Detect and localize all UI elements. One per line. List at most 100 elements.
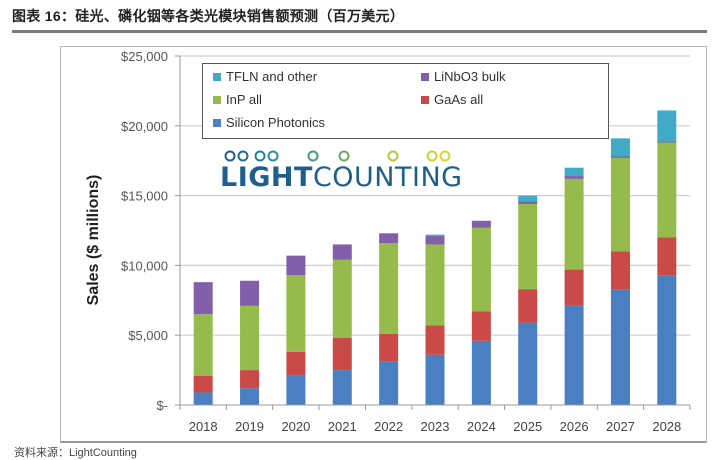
title-divider <box>12 30 707 33</box>
x-tick-label: 2018 <box>189 419 218 434</box>
y-tick-label: $15,000 <box>121 189 168 204</box>
bar-segment-silicon-photonics <box>518 322 538 405</box>
bar-segment-gaas-all <box>286 351 306 376</box>
bar-segment-tfln-and-other <box>657 110 677 142</box>
legend-swatch <box>213 95 221 104</box>
bar-segment-tfln-and-other <box>425 234 445 237</box>
legend-label: TFLN and other <box>226 69 318 84</box>
legend-item-tfln: TFLN and other <box>213 69 317 84</box>
y-tick-label: $5,000 <box>128 328 168 343</box>
bar-segment-silicon-photonics <box>332 370 352 405</box>
bar-segment-silicon-photonics <box>657 275 677 405</box>
tick-labels: $- $5,000 $10,000 $15,000 $20,000 $25,000 2018… <box>121 49 681 434</box>
bar-segment-gaas-all <box>518 289 538 323</box>
lightcounting-logo: LIGHTCOUNTING <box>220 162 463 193</box>
logo-dot <box>307 150 319 162</box>
bar-segment-tfln-and-other <box>518 195 538 202</box>
logo-dot <box>237 150 249 162</box>
x-tick-label: 2026 <box>560 419 589 434</box>
source-note: 资料来源：LightCounting <box>14 447 137 459</box>
logo-dot <box>426 150 438 162</box>
bar-segment-linbo3-bulk <box>657 141 677 143</box>
legend-label: InP all <box>226 92 262 107</box>
bar-segment-silicon-photonics <box>193 392 213 405</box>
bar-segment-silicon-photonics <box>240 388 260 405</box>
bar-segment-inp-all <box>610 157 630 252</box>
bar-segment-gaas-all <box>193 375 213 393</box>
bar-segment-linbo3-bulk <box>379 233 399 244</box>
bar-segment-linbo3-bulk <box>286 255 306 276</box>
x-tick-label: 2027 <box>606 419 635 434</box>
y-tick-label: $- <box>156 398 168 413</box>
bar-segment-inp-all <box>425 244 445 326</box>
bar-segment-silicon-photonics <box>286 375 306 405</box>
y-axis-label: Sales ($ millions) <box>85 175 102 306</box>
x-tick-label: 2023 <box>421 419 450 434</box>
bar-segment-linbo3-bulk <box>425 236 445 245</box>
bar-segment-gaas-all <box>657 237 677 276</box>
logo-regular: COUNTING <box>312 162 463 193</box>
bar-segment-inp-all <box>379 243 399 334</box>
bar-segment-inp-all <box>286 275 306 352</box>
bar-segment-linbo3-bulk <box>471 220 491 228</box>
bar-segment-inp-all <box>193 314 213 376</box>
bar-segment-gaas-all <box>471 311 491 341</box>
bar-segment-linbo3-bulk <box>564 176 584 179</box>
bar-segment-gaas-all <box>240 370 260 389</box>
logo-dot <box>254 150 266 162</box>
legend-label: Silicon Photonics <box>226 115 325 130</box>
logo-dot <box>387 150 399 162</box>
legend-label: GaAs all <box>434 92 484 107</box>
x-tick-label: 2019 <box>235 419 264 434</box>
bar-segment-gaas-all <box>610 251 630 290</box>
y-tick-label: $25,000 <box>121 49 168 64</box>
legend-label: LiNbO3 bulk <box>434 69 506 84</box>
logo-dot <box>267 150 279 162</box>
legend-item-gaas: GaAs all <box>421 92 483 107</box>
logo-dot <box>338 150 350 162</box>
bar-segment-inp-all <box>240 305 260 371</box>
y-tick-label: $10,000 <box>121 258 168 273</box>
bar-segment-inp-all <box>657 142 677 238</box>
bar-segment-inp-all <box>518 203 538 290</box>
bar-segment-silicon-photonics <box>564 305 584 405</box>
bar-segment-linbo3-bulk <box>193 282 213 315</box>
legend-swatch <box>421 95 429 104</box>
bar-segment-linbo3-bulk <box>240 280 260 306</box>
legend-item-linbo3: LiNbO3 bulk <box>421 69 506 84</box>
bar-segment-silicon-photonics <box>610 289 630 405</box>
bar-segment-linbo3-bulk <box>332 244 352 260</box>
x-tick-label: 2020 <box>281 419 310 434</box>
logo-dot <box>439 150 451 162</box>
bar-segment-inp-all <box>564 178 584 270</box>
y-tick-label: $20,000 <box>121 119 168 134</box>
legend-swatch <box>213 72 221 81</box>
figure-title: 图表 16：硅光、磷化铟等各类光模块销售额预测（百万美元） <box>12 8 405 24</box>
bar-segment-silicon-photonics <box>425 354 445 405</box>
bar-segment-tfln-and-other <box>564 167 584 177</box>
bars <box>193 110 677 405</box>
legend-item-silicon-photonics: Silicon Photonics <box>213 115 325 130</box>
bar-segment-silicon-photonics <box>471 340 491 405</box>
x-tick-label: 2024 <box>467 419 496 434</box>
legend-item-inp: InP all <box>213 92 262 107</box>
bar-segment-gaas-all <box>425 325 445 355</box>
bar-segment-inp-all <box>471 227 491 312</box>
bar-segment-linbo3-bulk <box>518 201 538 204</box>
chart-legend: TFLN and other LiNbO3 bulk InP all GaAs … <box>202 63 609 139</box>
logo-bold: LIGHT <box>220 162 313 193</box>
bar-segment-gaas-all <box>379 333 399 362</box>
legend-swatch <box>421 72 429 81</box>
x-tick-label: 2028 <box>652 419 681 434</box>
lightcounting-logo-graphic <box>220 150 460 162</box>
x-tick-label: 2021 <box>328 419 357 434</box>
bar-segment-tfln-and-other <box>610 138 630 157</box>
bar-segment-gaas-all <box>332 337 352 371</box>
axes <box>175 55 691 410</box>
bar-segment-inp-all <box>332 259 352 338</box>
bar-segment-linbo3-bulk <box>610 156 630 158</box>
x-tick-label: 2025 <box>513 419 542 434</box>
logo-dot <box>224 150 236 162</box>
x-tick-label: 2022 <box>374 419 403 434</box>
